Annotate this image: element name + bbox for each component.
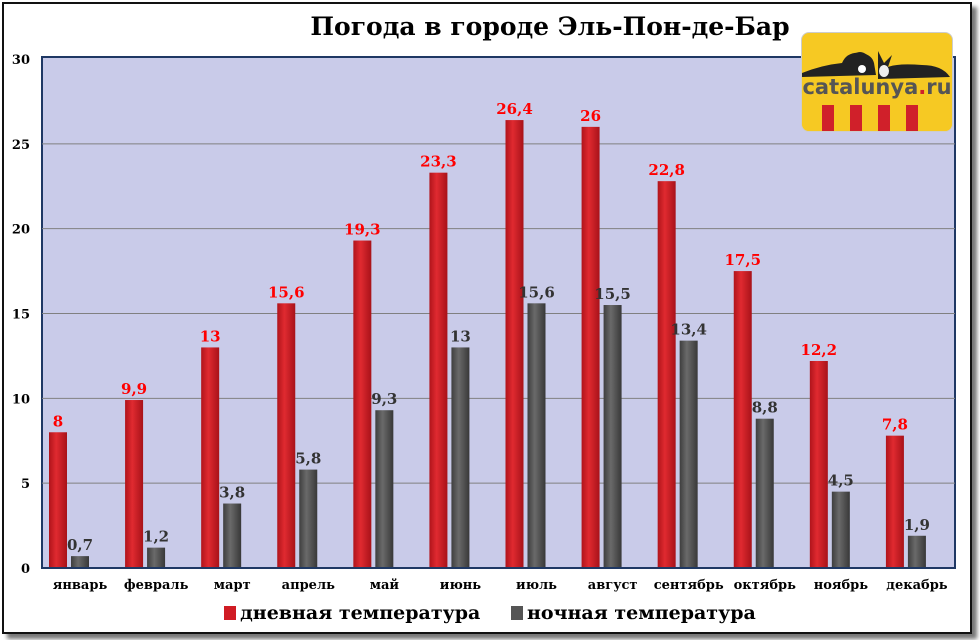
x-tick-label: январь [53, 578, 108, 593]
day-bar [581, 126, 600, 568]
night-data-label: 5,8 [295, 450, 321, 468]
night-bar [451, 347, 470, 568]
x-tick-label: ноябрь [814, 578, 869, 593]
day-data-label: 9,9 [121, 380, 147, 398]
x-tick-label: июнь [440, 578, 481, 593]
night-data-label: 1,9 [904, 516, 930, 534]
logo-text: catalunya.ru [802, 75, 952, 99]
night-bar [831, 491, 850, 568]
x-tick-label: май [370, 578, 400, 593]
day-bar [733, 271, 752, 568]
day-data-label: 7,8 [882, 416, 908, 434]
x-tick-label: февраль [124, 578, 189, 593]
night-bar [299, 469, 318, 568]
x-tick-label: декабрь [886, 578, 948, 593]
night-data-label: 13,4 [670, 321, 707, 339]
legend-swatch-day [224, 606, 237, 620]
x-tick-label: август [588, 578, 638, 593]
x-tick-label: апрель [282, 578, 335, 593]
y-tick-label: 0 [21, 562, 30, 577]
night-data-label: 0,7 [67, 536, 93, 554]
night-data-label: 15,6 [518, 283, 555, 301]
y-tick-label: 5 [21, 477, 30, 492]
day-bar [429, 172, 448, 568]
day-data-label: 12,2 [801, 341, 838, 359]
day-bar [885, 435, 904, 568]
night-bar [603, 305, 622, 568]
y-tick-label: 30 [12, 53, 30, 68]
night-data-label: 3,8 [219, 484, 245, 502]
y-tick-label: 20 [12, 223, 30, 238]
day-bar [125, 400, 144, 568]
night-data-label: 1,2 [143, 528, 169, 546]
x-tick-label: июль [516, 578, 557, 593]
day-data-label: 19,3 [344, 221, 381, 239]
night-bar [679, 340, 698, 568]
legend-label-night: ночная температура [526, 602, 756, 624]
legend-item-day: дневная температура [224, 602, 480, 624]
y-tick-label: 25 [12, 138, 30, 153]
night-bar [375, 410, 394, 568]
day-bar [505, 120, 524, 568]
night-bar [223, 503, 242, 568]
legend-item-night: ночная температура [510, 602, 756, 624]
catalunya-logo: catalunya.ru [801, 32, 953, 132]
night-data-label: 15,5 [594, 285, 631, 303]
day-data-label: 17,5 [724, 251, 761, 269]
x-tick-label: март [214, 578, 251, 593]
legend-label-day: дневная температура [240, 602, 481, 624]
legend: дневная температура ночная температура [0, 602, 980, 625]
day-data-label: 26,4 [496, 100, 533, 118]
day-data-label: 26 [580, 107, 601, 125]
day-data-label: 15,6 [268, 283, 305, 301]
day-data-label: 22,8 [648, 161, 685, 179]
night-bar [71, 556, 89, 568]
night-bar [907, 535, 926, 568]
bear-donkey-logo-icon [802, 51, 952, 131]
night-data-label: 9,3 [371, 390, 397, 408]
chart-title: Погода в городе Эль-Пон-де-Бар [310, 12, 790, 41]
day-bar [49, 432, 67, 568]
night-bar [147, 547, 166, 568]
night-bar [755, 418, 774, 568]
legend-swatch-night [510, 606, 523, 620]
night-bar [527, 303, 546, 568]
day-bar [353, 240, 372, 568]
y-tick-label: 15 [12, 308, 30, 323]
day-bar [809, 361, 828, 568]
day-bar [277, 303, 296, 568]
day-bar [657, 181, 676, 568]
day-data-label: 23,3 [420, 153, 457, 171]
x-tick-label: сентябрь [654, 578, 724, 593]
x-tick-label: октябрь [734, 578, 796, 593]
y-tick-label: 10 [12, 392, 30, 407]
night-data-label: 13 [450, 327, 471, 345]
night-data-label: 8,8 [752, 399, 778, 417]
day-bar [201, 347, 220, 568]
day-data-label: 13 [200, 327, 221, 345]
day-data-label: 8 [53, 412, 63, 430]
night-data-label: 4,5 [828, 472, 854, 490]
